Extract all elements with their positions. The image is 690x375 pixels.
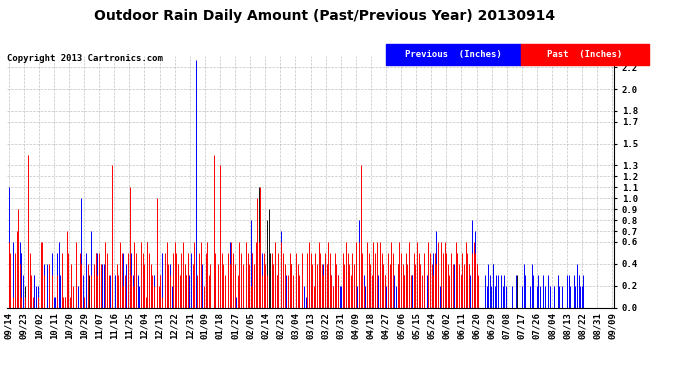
Text: Previous  (Inches): Previous (Inches) bbox=[405, 50, 502, 59]
Text: Past  (Inches): Past (Inches) bbox=[547, 50, 622, 59]
Text: Copyright 2013 Cartronics.com: Copyright 2013 Cartronics.com bbox=[7, 54, 163, 63]
Text: Outdoor Rain Daily Amount (Past/Previous Year) 20130914: Outdoor Rain Daily Amount (Past/Previous… bbox=[94, 9, 555, 23]
